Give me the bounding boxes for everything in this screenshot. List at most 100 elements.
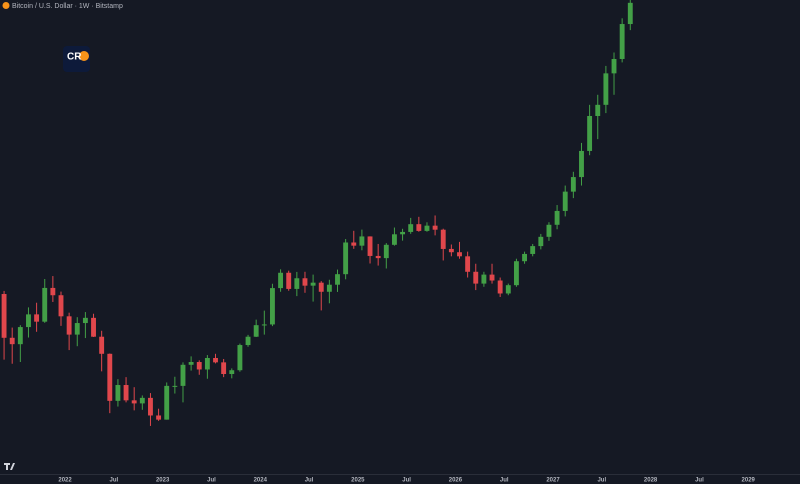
candle-body <box>261 324 267 326</box>
candle-body <box>554 210 560 225</box>
x-tick-label: Jul <box>402 478 411 484</box>
candle-body <box>318 282 324 292</box>
candle-body <box>188 362 194 365</box>
candle-body <box>489 274 495 281</box>
x-tick-label: Jul <box>207 478 216 484</box>
x-tick-label: 2026 <box>449 478 463 484</box>
candle-body <box>416 224 422 231</box>
candle-body <box>391 234 397 245</box>
candle-body <box>115 385 121 401</box>
candle-body <box>440 229 446 249</box>
candle-body <box>481 274 487 284</box>
candle-body <box>229 370 235 375</box>
coin-icon <box>2 2 10 9</box>
x-tick-label: Jul <box>500 478 509 484</box>
chart-title: Bitcoin / U.S. Dollar · 1W · Bitstamp <box>12 3 123 10</box>
candle-body <box>9 337 15 345</box>
candle-body <box>465 256 471 272</box>
candle-body <box>310 282 316 286</box>
candle-body <box>278 272 284 289</box>
x-tick-label: 2025 <box>351 478 365 484</box>
candle-body <box>522 253 527 262</box>
candle-body <box>26 314 31 328</box>
candle-body <box>473 271 479 284</box>
candle-body <box>579 150 584 178</box>
candle-body <box>424 225 430 231</box>
candle-body <box>286 272 292 289</box>
candle-body <box>619 24 625 59</box>
candle-body <box>432 225 438 230</box>
x-tick-label: Jul <box>597 478 606 484</box>
candle-body <box>164 385 170 420</box>
candle-body <box>335 274 340 285</box>
x-tick-label: 2028 <box>644 478 658 484</box>
tv-logo-part <box>6 463 8 470</box>
candle-body <box>131 400 137 404</box>
candle-body <box>42 287 48 322</box>
candle-body <box>367 236 373 256</box>
candle-body <box>343 242 349 275</box>
logo-text: CR <box>67 52 82 63</box>
candle-body <box>156 415 162 420</box>
candle-body <box>253 325 259 337</box>
candle-body <box>107 353 113 401</box>
candle-body <box>302 278 308 286</box>
candle-body <box>448 248 454 253</box>
candle-body <box>34 314 40 322</box>
candle-body <box>221 362 227 375</box>
candle-body <box>359 236 365 246</box>
candle-body <box>603 73 609 105</box>
candle-body <box>50 287 56 296</box>
candle-body <box>627 2 633 25</box>
x-tick-label: 2024 <box>254 478 268 484</box>
candle-body <box>351 242 357 246</box>
candle-body <box>148 397 153 416</box>
candle-body <box>294 278 300 289</box>
x-tick-label: 2029 <box>742 478 756 484</box>
candle-body <box>375 255 381 259</box>
candle-body <box>196 362 202 370</box>
candle-body <box>204 357 210 370</box>
candle-body <box>538 236 544 247</box>
candle-body <box>497 280 503 294</box>
candle-body <box>237 345 243 371</box>
candle-body <box>408 224 414 232</box>
x-tick-label: 2023 <box>156 478 170 484</box>
candle-body <box>530 246 536 254</box>
candle-body <box>99 336 105 354</box>
candle-body <box>270 288 275 325</box>
candle-body <box>587 115 593 151</box>
candle-body <box>546 224 552 237</box>
candle-body <box>595 104 601 116</box>
tv-logo <box>4 463 15 470</box>
candle-body <box>562 191 568 211</box>
x-tick-label: 2022 <box>58 478 72 484</box>
candle-body <box>123 385 129 401</box>
logo-dot <box>79 51 89 61</box>
x-tick-label: Jul <box>305 478 314 484</box>
candle-body <box>17 327 23 345</box>
candle-body <box>82 317 88 324</box>
candle-body <box>326 284 332 292</box>
candle-body <box>91 317 96 337</box>
candle-body <box>245 336 251 346</box>
candle-body <box>66 316 72 335</box>
candle-body <box>213 357 218 363</box>
candle-body <box>570 177 576 192</box>
candle-body <box>611 58 617 74</box>
candle-body <box>58 295 64 317</box>
x-tick-label: Jul <box>695 478 704 484</box>
candle-body <box>139 397 145 404</box>
logo: CR <box>63 46 90 72</box>
candle-body <box>457 252 462 257</box>
candle-body <box>180 364 186 386</box>
candle-body <box>1 294 7 338</box>
candle-body <box>505 285 511 294</box>
candle-body <box>513 261 519 286</box>
x-tick-label: 2027 <box>546 478 560 484</box>
candle-body <box>400 231 406 235</box>
candle-body <box>383 244 389 259</box>
